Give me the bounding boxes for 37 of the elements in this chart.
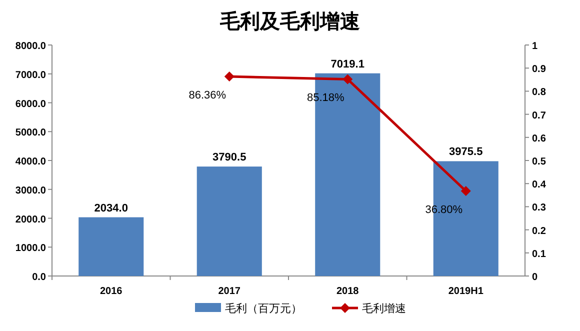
y-tick-label: 4000.0 [15,156,46,168]
data-label: 2034.0 [94,202,128,214]
x-tick-label: 2018 [336,286,360,297]
y-tick-label: 7000.0 [15,70,46,81]
data-label: 7019.1 [330,58,364,70]
y-tick-label: 1000.0 [15,243,46,254]
legend-label: 毛利增速 [362,302,406,315]
y2-tick-label: 0.7 [532,110,546,122]
legend-label: 毛利（百万元） [225,302,302,315]
data-label: 86.36% [188,90,226,102]
point [224,72,234,82]
y2-tick-label: 1 [532,41,538,52]
y2-tick-label: 0.8 [532,87,546,98]
y2-tick-label: 0 [532,272,538,283]
data-label: 3790.5 [212,152,246,164]
bar [196,166,262,276]
y2-tick-label: 0.5 [532,156,546,168]
x-tick-label: 2016 [100,286,123,297]
y-tick-label: 6000.0 [15,98,46,110]
y-tick-label: 2000.0 [15,214,46,226]
y2-tick-label: 0.2 [532,226,546,237]
y-tick-label: 3000.0 [15,185,46,196]
bar [78,217,144,276]
y-tick-label: 0.0 [32,272,46,283]
point [460,186,471,196]
y2-tick-label: 0.3 [532,202,546,214]
y-tick-label: 8000.0 [15,41,46,52]
chart-title: 毛利及毛利增速 [219,10,360,33]
x-tick-label: 2019H1 [448,286,484,297]
y2-tick-label: 0.1 [532,248,546,260]
y-tick-label: 5000.0 [15,128,46,139]
data-label: 3975.5 [449,146,483,158]
y2-tick-label: 0.9 [532,64,546,76]
y2-tick-label: 0.4 [532,180,546,191]
y2-tick-label: 0.6 [532,133,546,144]
point [342,74,353,84]
x-tick-label: 2017 [218,286,241,297]
